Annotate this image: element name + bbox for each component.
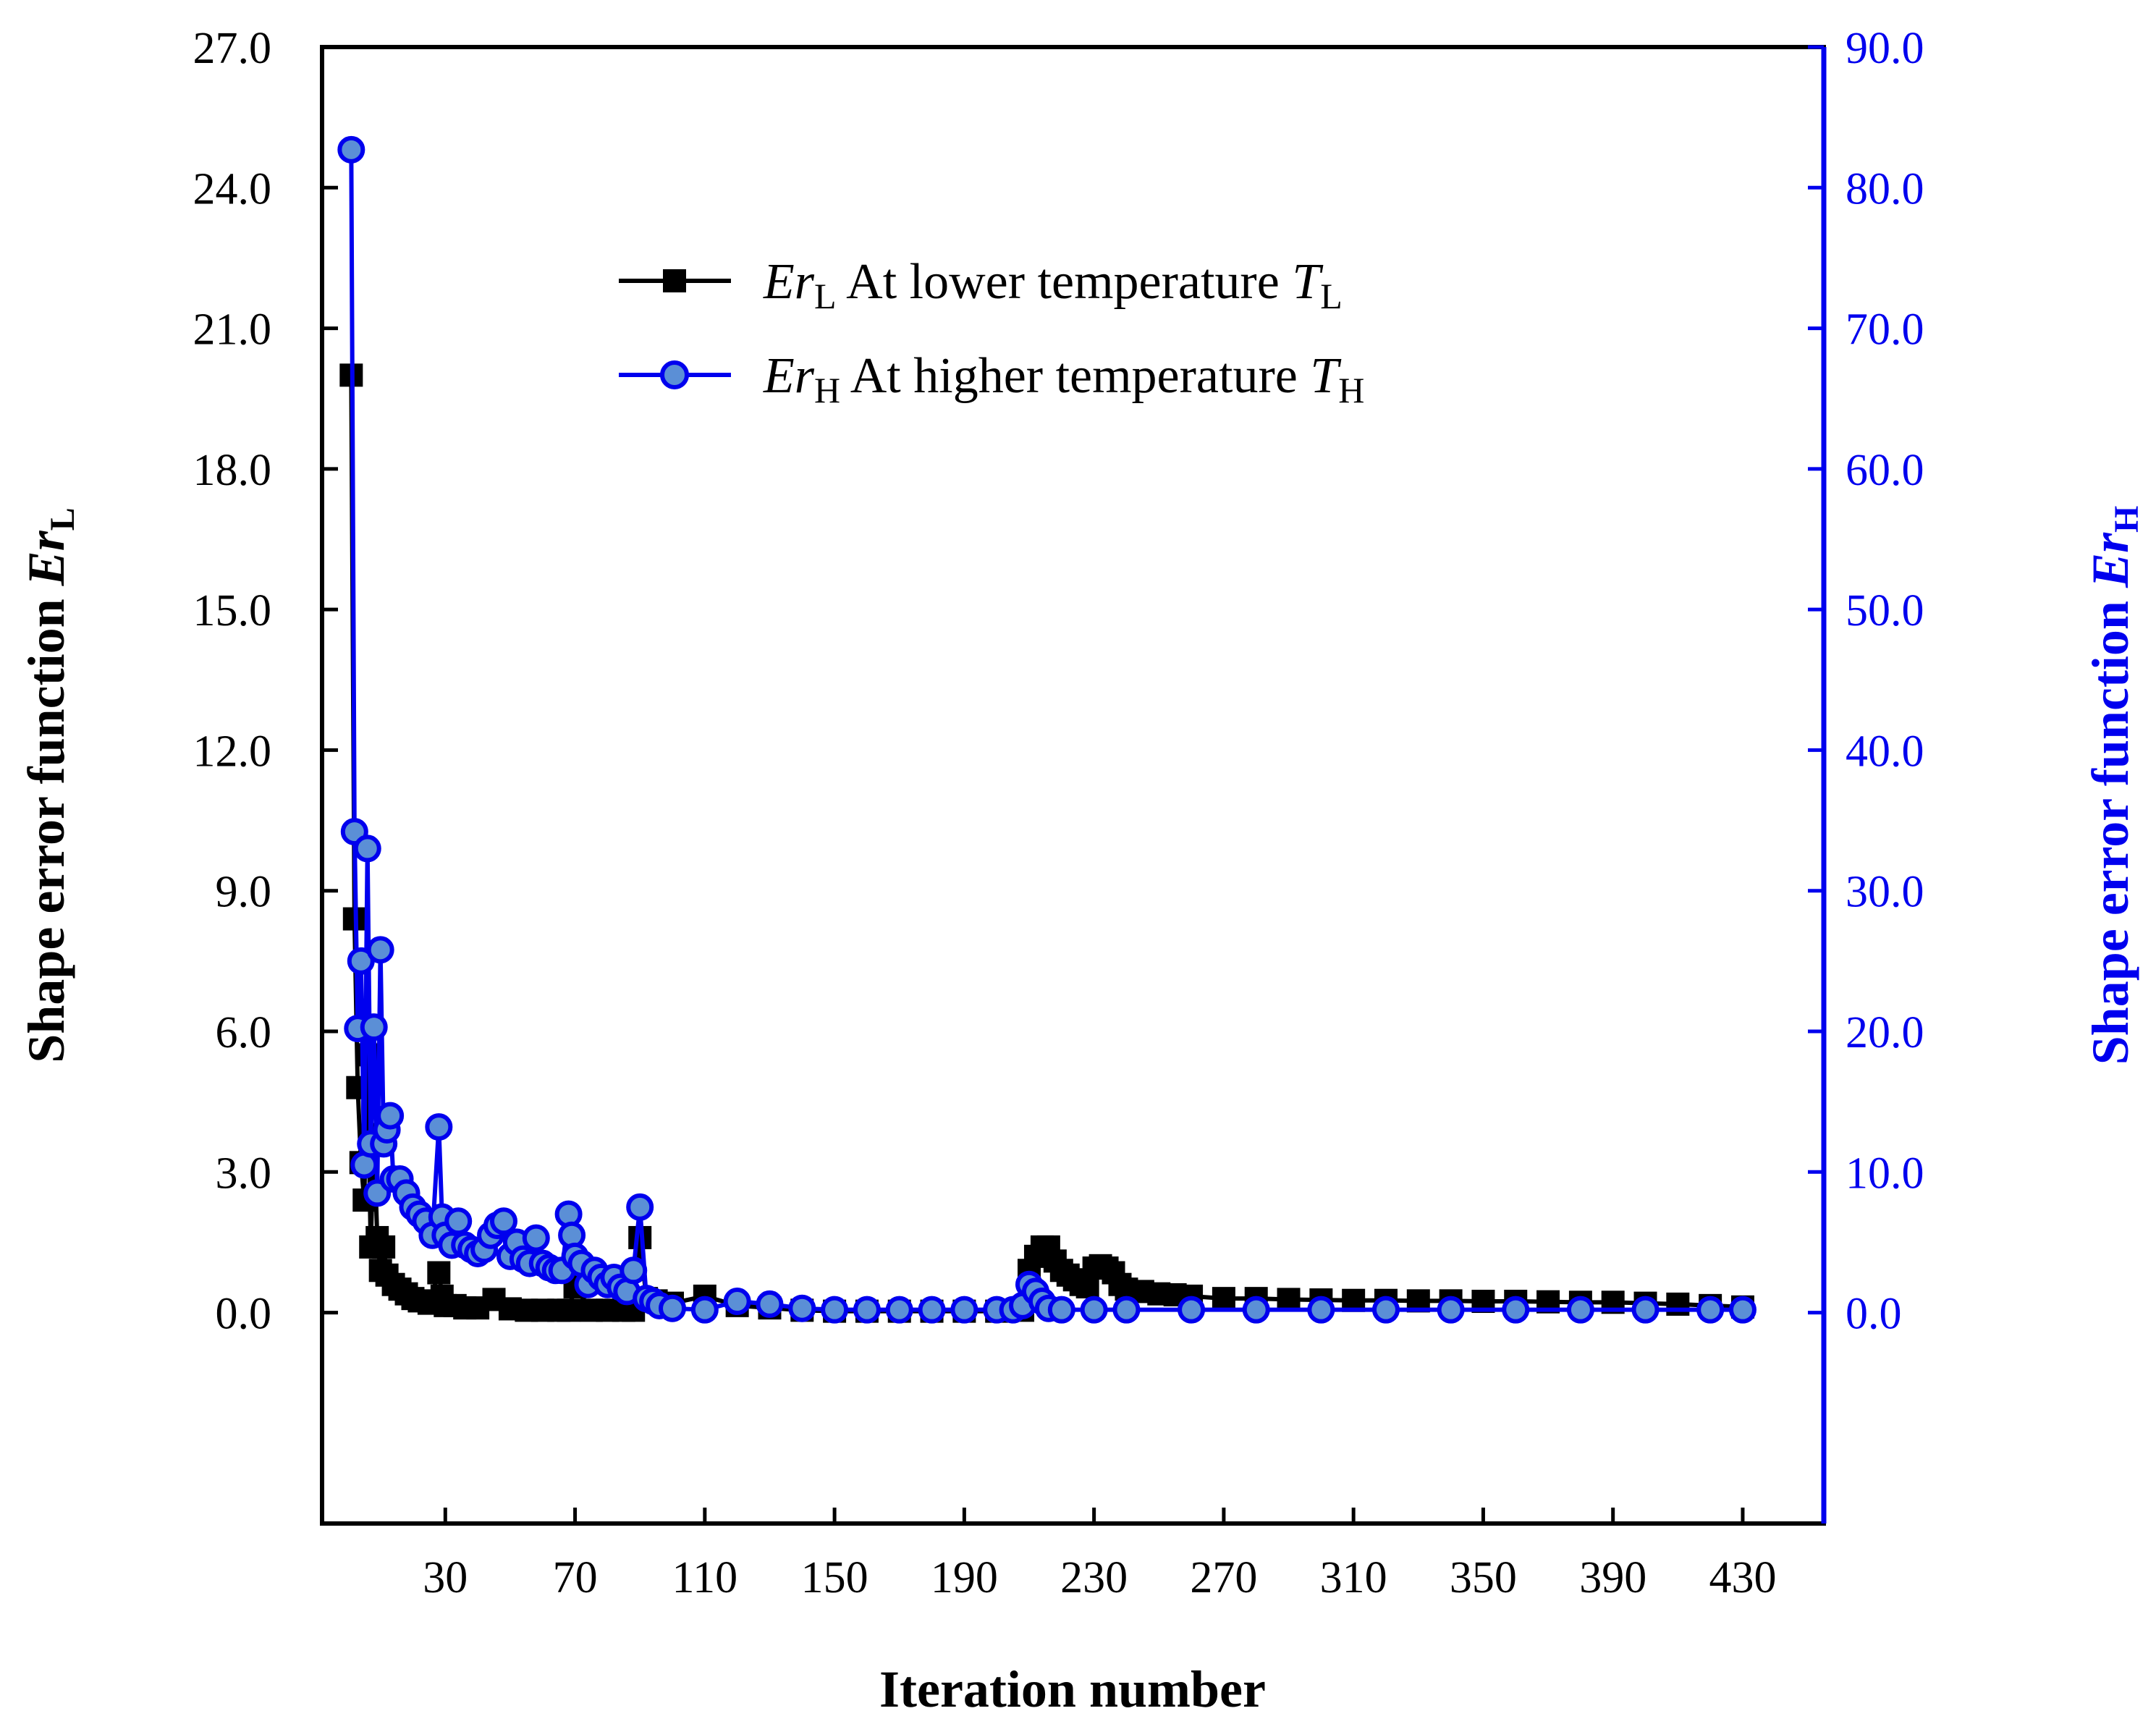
x-tick-label: 270 bbox=[1190, 1553, 1257, 1602]
left-tick-label: 9.0 bbox=[216, 868, 272, 917]
right-tick-label: 80.0 bbox=[1846, 164, 1924, 214]
left-tick-label: 6.0 bbox=[216, 1008, 272, 1057]
x-tick-label: 30 bbox=[423, 1553, 468, 1602]
point-er-h bbox=[1112, 1296, 1141, 1324]
right-tick-label: 70.0 bbox=[1846, 305, 1924, 355]
left-tick-label: 27.0 bbox=[193, 24, 272, 73]
right-tick-label: 0.0 bbox=[1846, 1290, 1902, 1339]
right-tick-label: 90.0 bbox=[1846, 24, 1924, 73]
right-tick-label: 30.0 bbox=[1846, 868, 1924, 917]
point-er-l bbox=[1212, 1287, 1235, 1311]
series-line-er-l bbox=[349, 375, 1743, 1314]
point-er-h bbox=[659, 1294, 687, 1322]
point-er-h bbox=[376, 1102, 405, 1130]
point-er-h bbox=[821, 1296, 849, 1324]
point-er-h bbox=[950, 1296, 978, 1324]
point-er-h bbox=[489, 1207, 517, 1235]
x-tick-label: 390 bbox=[1579, 1553, 1646, 1602]
point-er-h bbox=[918, 1296, 946, 1324]
x-axis-ticks: 30 70 110 150 190 230 270 310 350 390 430 bbox=[423, 1508, 1776, 1602]
right-tick-label: 60.0 bbox=[1846, 446, 1924, 495]
point-er-h bbox=[1696, 1296, 1725, 1324]
left-tick-label: 15.0 bbox=[193, 586, 272, 635]
point-er-h bbox=[723, 1288, 751, 1316]
series-er-h bbox=[337, 135, 1756, 1324]
point-er-l bbox=[372, 1235, 396, 1259]
point-er-h bbox=[353, 834, 381, 863]
point-er-h bbox=[444, 1207, 473, 1235]
point-er-l bbox=[427, 1261, 451, 1285]
point-er-h bbox=[756, 1290, 784, 1318]
legend-entry-er-h: ErH At higher temperature TH bbox=[619, 348, 1364, 410]
right-tick-label: 40.0 bbox=[1846, 727, 1924, 776]
legend-label-er-l: ErL At lower temperature TL bbox=[763, 254, 1343, 316]
point-er-h bbox=[788, 1294, 816, 1322]
x-tick-label: 350 bbox=[1450, 1553, 1517, 1602]
series-line-er-h bbox=[349, 149, 1743, 1312]
x-tick-label: 190 bbox=[931, 1553, 998, 1602]
right-axis-ticks: 0.0 10.0 20.0 30.0 40.0 50.0 60.0 70.0 80.0 90.0 bbox=[1808, 24, 1924, 1339]
point-er-h bbox=[853, 1296, 881, 1324]
point-er-l bbox=[1277, 1288, 1301, 1311]
point-er-h bbox=[425, 1113, 453, 1141]
left-tick-label: 21.0 bbox=[193, 305, 272, 355]
x-tick-label: 70 bbox=[553, 1553, 598, 1602]
point-er-h bbox=[620, 1256, 648, 1285]
point-er-h bbox=[522, 1224, 550, 1252]
legend-label-er-h: ErH At higher temperature TH bbox=[763, 348, 1364, 410]
point-er-h bbox=[1371, 1296, 1400, 1324]
x-tick-label: 430 bbox=[1709, 1553, 1776, 1602]
x-tick-label: 150 bbox=[801, 1553, 868, 1602]
point-er-h bbox=[1080, 1296, 1108, 1324]
legend-marker-er-l bbox=[663, 269, 686, 292]
x-axis-title: Iteration number bbox=[879, 1660, 1266, 1718]
point-er-h bbox=[366, 936, 394, 964]
right-tick-label: 10.0 bbox=[1846, 1149, 1924, 1198]
legend: ErL At lower temperature TL ErH At highe… bbox=[619, 254, 1364, 410]
left-axis-title: Shape error function ErL bbox=[17, 507, 82, 1062]
point-er-h bbox=[626, 1193, 654, 1221]
point-er-h bbox=[1502, 1296, 1530, 1324]
point-er-h bbox=[1047, 1296, 1075, 1324]
point-er-h bbox=[1631, 1296, 1660, 1324]
point-er-l bbox=[557, 1298, 580, 1322]
legend-entry-er-l: ErL At lower temperature TL bbox=[619, 254, 1343, 316]
point-er-h bbox=[360, 1013, 388, 1041]
point-er-h bbox=[690, 1296, 719, 1324]
point-er-h bbox=[337, 135, 365, 164]
point-er-l bbox=[1666, 1292, 1690, 1316]
point-er-h bbox=[1728, 1296, 1756, 1324]
point-er-h bbox=[1178, 1296, 1206, 1324]
x-tick-label: 110 bbox=[672, 1553, 737, 1602]
point-er-h bbox=[1242, 1296, 1270, 1324]
left-axis-ticks: 0.0 3.0 6.0 9.0 12.0 15.0 18.0 21.0 24.0 27.0 bbox=[193, 24, 338, 1339]
right-tick-label: 50.0 bbox=[1846, 586, 1924, 635]
right-tick-label: 20.0 bbox=[1846, 1008, 1924, 1057]
right-axis-title: Shape error function ErH bbox=[2081, 506, 2146, 1065]
left-tick-label: 12.0 bbox=[193, 727, 272, 776]
left-tick-label: 0.0 bbox=[216, 1290, 272, 1339]
point-er-h bbox=[1437, 1296, 1465, 1324]
x-tick-label: 310 bbox=[1320, 1553, 1387, 1602]
point-er-h bbox=[1566, 1296, 1594, 1324]
left-tick-label: 3.0 bbox=[216, 1149, 272, 1198]
series-er-l bbox=[339, 363, 1754, 1323]
x-tick-label: 230 bbox=[1060, 1553, 1128, 1602]
left-tick-label: 18.0 bbox=[193, 446, 272, 495]
point-er-h bbox=[885, 1296, 913, 1324]
left-tick-label: 24.0 bbox=[193, 164, 272, 214]
legend-marker-er-h bbox=[660, 360, 689, 389]
point-er-h bbox=[1307, 1296, 1335, 1324]
